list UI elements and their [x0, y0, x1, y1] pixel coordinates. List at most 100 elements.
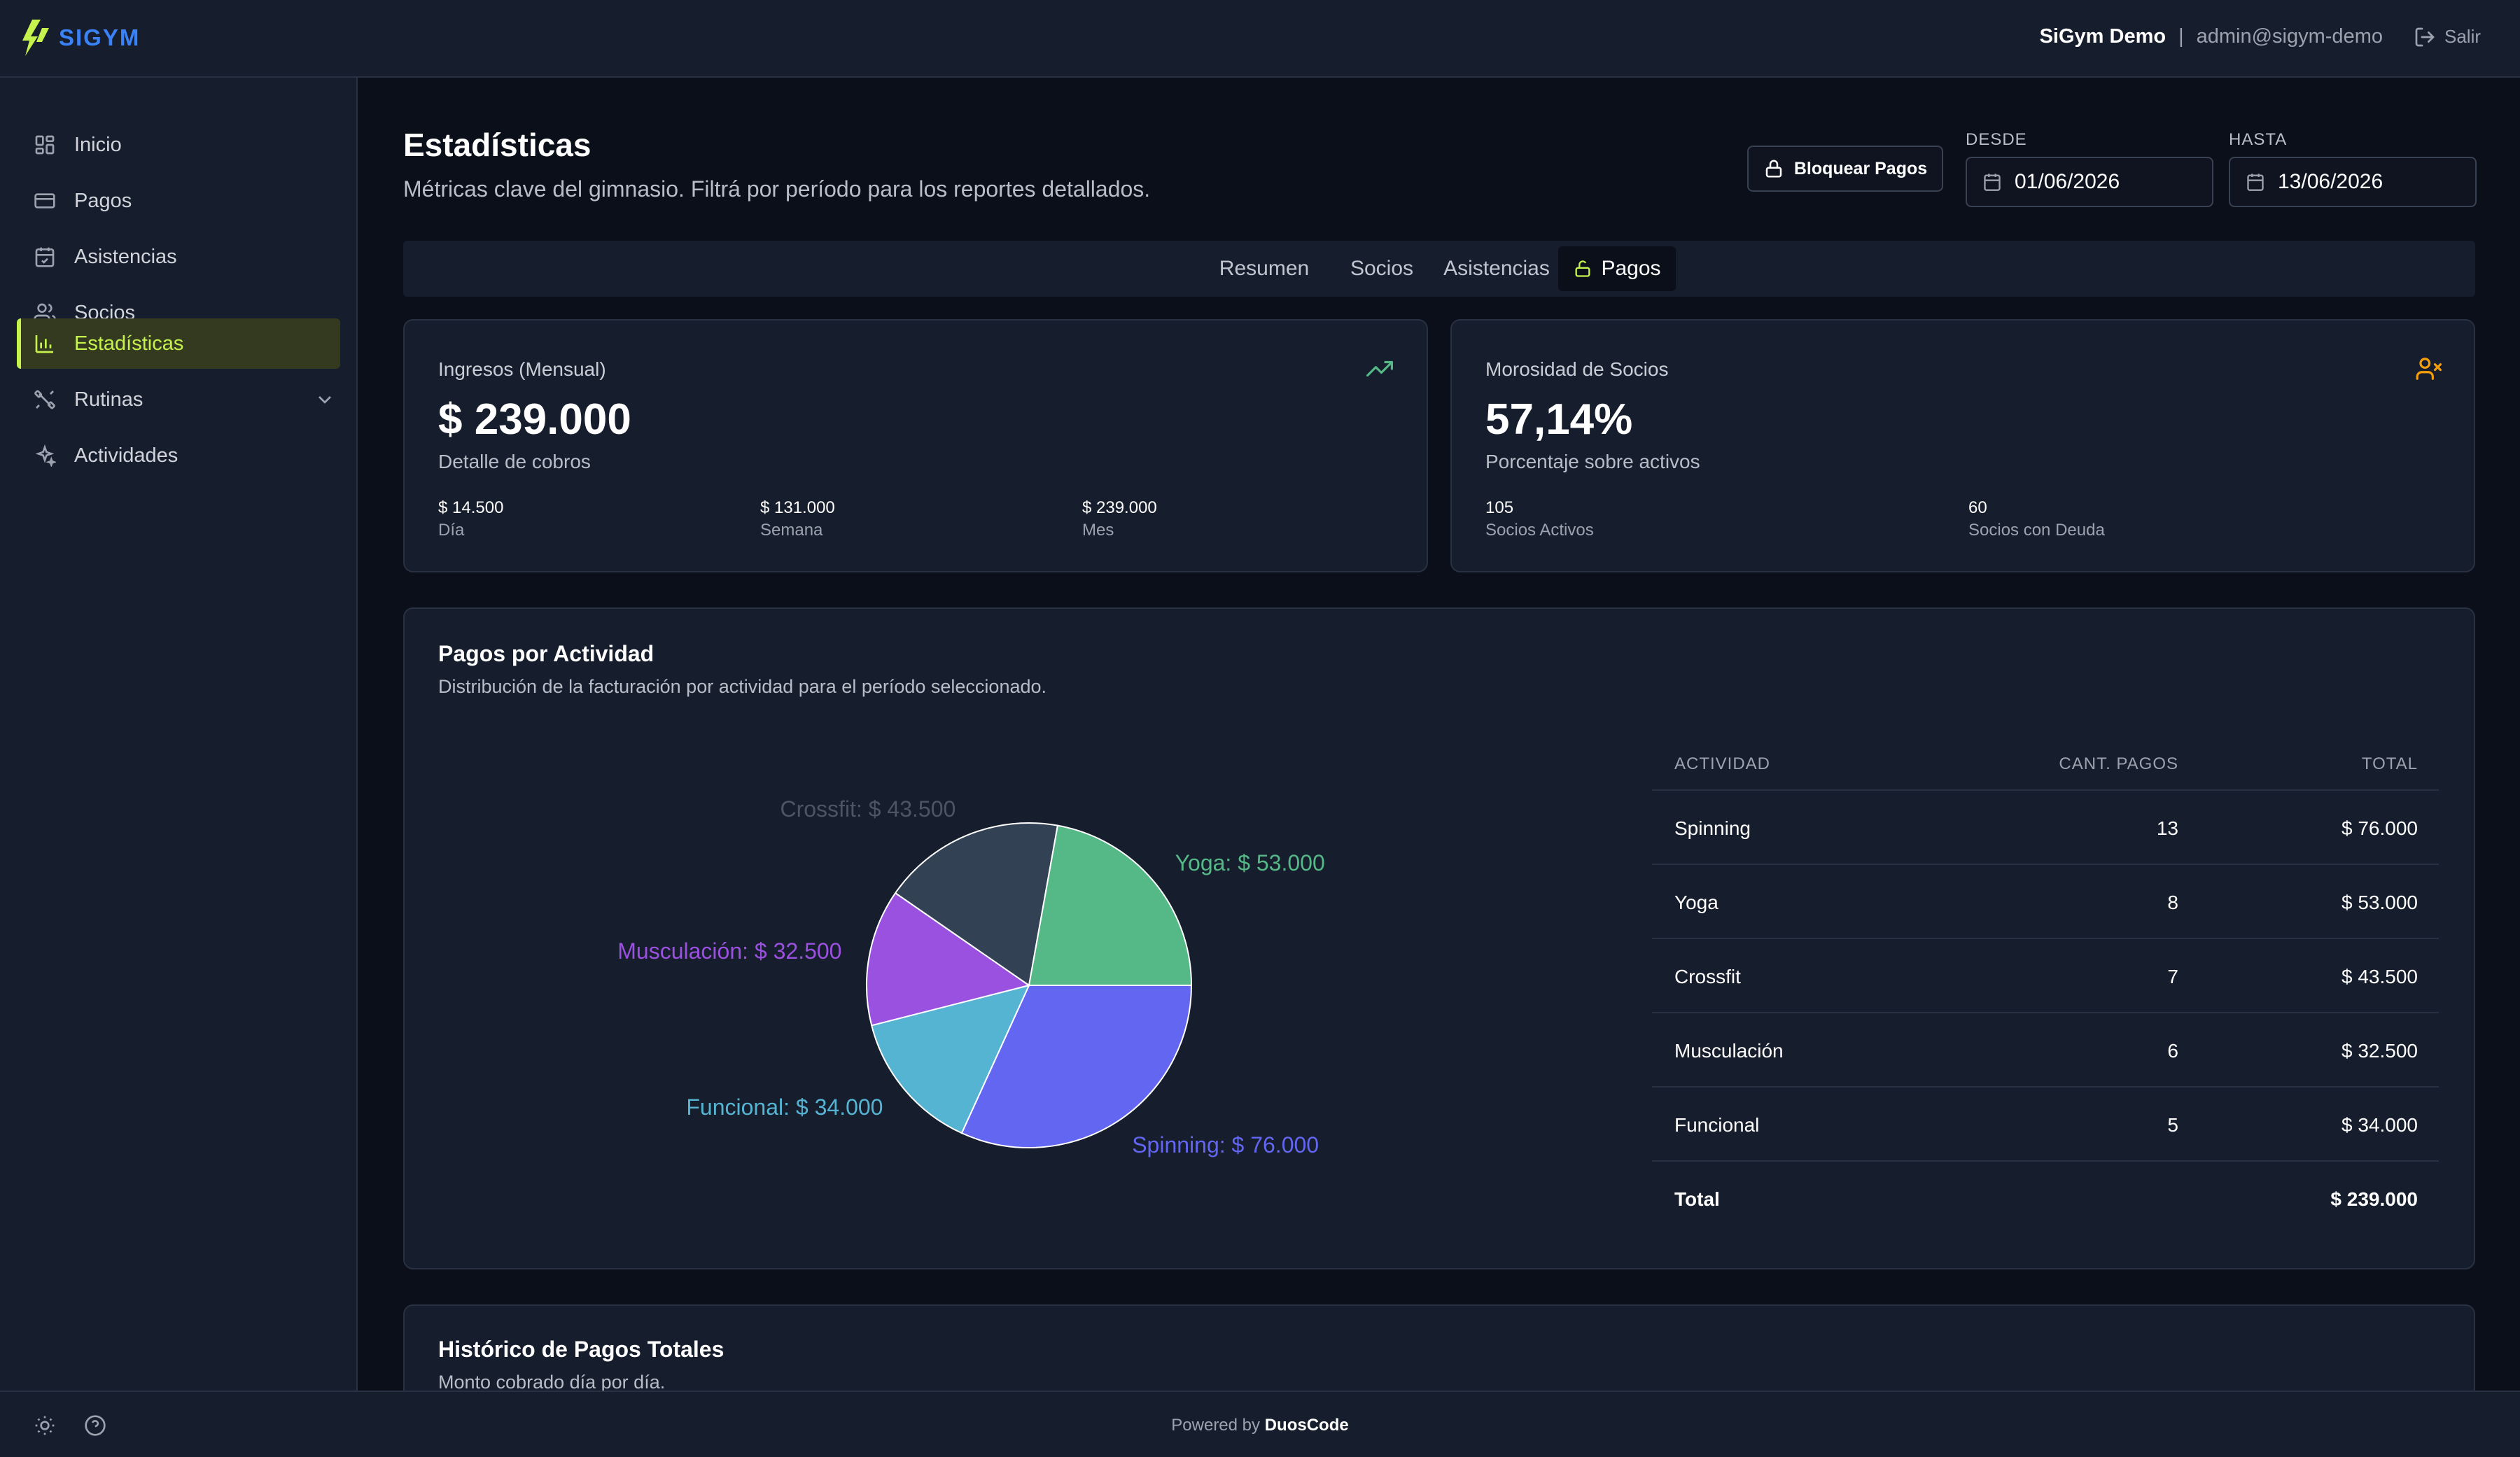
calendar-icon [1984, 174, 2001, 191]
cell-count: 13 [2156, 817, 2178, 839]
dashboard-icon [35, 135, 55, 155]
debt-members-value: 60 [1968, 498, 1987, 517]
section-subtitle: Monto cobrado día por día. [438, 1372, 666, 1393]
cell-activity: Funcional [1674, 1114, 1760, 1136]
sidebar-item-label: Estadísticas [74, 332, 184, 355]
sidebar-item-rutinas[interactable]: Rutinas [17, 374, 340, 425]
chevron-down-icon[interactable] [314, 388, 336, 411]
powered-prefix: Powered by [1171, 1416, 1261, 1435]
pie-slice-yoga[interactable] [1028, 824, 1193, 986]
user-x-icon [2416, 358, 2442, 380]
sun-icon[interactable] [34, 1414, 56, 1437]
sidebar-item-label: Rutinas [74, 388, 144, 411]
income-week-label: Semana [760, 521, 823, 540]
sidebar-item-estadisticas[interactable]: Estadísticas [17, 318, 340, 369]
column-header-count: CANT. PAGOS [2059, 754, 2178, 773]
section-subtitle: Distribución de la facturación por activ… [438, 676, 1047, 697]
logout-button[interactable]: Salir [2414, 26, 2481, 48]
cell-count: 8 [2167, 892, 2178, 913]
debt-card: Morosidad de Socios 57,14% Porcentaje so… [1450, 319, 2475, 572]
income-card: Ingresos (Mensual) $ 239.000 Detalle de … [403, 319, 1428, 572]
pie-label-crossfit: Crossfit: $ 43.500 [780, 796, 956, 822]
column-header-total: TOTAL [2361, 754, 2418, 773]
table-row: Yoga 8 $ 53.000 [1652, 865, 2439, 939]
cell-activity: Musculación [1674, 1040, 1784, 1062]
pie-slice-musculación[interactable] [866, 892, 1031, 1027]
tab-resumen[interactable]: Resumen [1210, 246, 1319, 291]
tab-pagos[interactable]: Pagos [1558, 246, 1676, 291]
sidebar-item-asistencias[interactable]: Asistencias [17, 232, 340, 282]
income-value: $ 239.000 [438, 395, 631, 444]
payments-by-activity-card: Pagos por Actividad Distribución de la f… [403, 607, 2475, 1269]
top-bar: SIGYM SiGym Demo | admin@sigym-demo Sali… [0, 0, 2520, 78]
pie-label-musculación: Musculación: $ 32.500 [617, 938, 842, 964]
powered-brand: DuosCode [1264, 1416, 1349, 1435]
sidebar-item-label: Pagos [74, 189, 132, 212]
credit-card-icon [34, 193, 55, 209]
users-icon [34, 303, 56, 321]
pie-chart [866, 822, 1193, 1148]
section-title: Pagos por Actividad [438, 641, 654, 666]
table-total-row: Total $ 239.000 [1652, 1162, 2439, 1236]
from-date-input[interactable]: 01/06/2026 [1966, 157, 2213, 207]
debt-label: Morosidad de Socios [1485, 358, 1669, 380]
pie-label-spinning: Spinning: $ 76.000 [1132, 1132, 1320, 1158]
debt-members-label: Socios con Deuda [1968, 521, 2105, 540]
app-logo[interactable]: SIGYM [21, 18, 140, 57]
pie-slice-spinning[interactable] [960, 985, 1193, 1148]
user-email: admin@sigym-demo [2196, 25, 2383, 48]
income-day-label: Día [438, 521, 465, 540]
sidebar-item-pagos[interactable]: Pagos [17, 176, 340, 226]
cell-count: 6 [2167, 1040, 2178, 1062]
powered-by: Powered by DuosCode [0, 1416, 2520, 1435]
page-subtitle: Métricas clave del gimnasio. Filtrá por … [403, 176, 1151, 202]
table-header: ACTIVIDAD CANT. PAGOS TOTAL [1652, 742, 2439, 791]
sidebar-item-label: Actividades [74, 444, 178, 467]
income-month-label: Mes [1082, 521, 1114, 540]
bolt-logo-icon [22, 20, 49, 56]
income-label: Ingresos (Mensual) [438, 358, 606, 380]
active-members-label: Socios Activos [1485, 521, 1594, 540]
sidebar-item-actividades[interactable]: Actividades [17, 430, 340, 481]
footer-bar: Powered by DuosCode [0, 1391, 2520, 1457]
sidebar-item-label: Asistencias [74, 245, 177, 268]
sidebar-item-inicio[interactable]: Inicio [17, 120, 340, 170]
tab-socios[interactable]: Socios [1333, 246, 1431, 291]
table-row: Musculación 6 $ 32.500 [1652, 1013, 2439, 1088]
to-date-input[interactable]: 13/06/2026 [2229, 157, 2477, 207]
pie-slice-funcional[interactable] [870, 984, 1030, 1134]
lock-open-icon [1575, 260, 1590, 277]
sidebar: Inicio Pagos Asistencias Socios Estadíst… [0, 78, 358, 1391]
section-title: Histórico de Pagos Totales [438, 1337, 724, 1362]
help-icon[interactable] [84, 1414, 106, 1437]
header-separator: | [2178, 25, 2184, 48]
cell-total: $ 34.000 [2342, 1114, 2418, 1136]
active-members-value: 105 [1485, 498, 1514, 517]
app-name: SIGYM [59, 24, 141, 50]
pie-label-funcional: Funcional: $ 34.000 [686, 1094, 883, 1120]
pie-chart-area: Spinning: $ 76.000 Funcional: $ 34.000 Mus… [405, 609, 1595, 1267]
to-date-value: 13/06/2026 [2278, 170, 2384, 193]
lock-payments-label: Bloquear Pagos [1793, 158, 1928, 178]
trending-up-icon [1366, 360, 1393, 377]
cell-activity: Spinning [1674, 817, 1751, 839]
tab-asistencias[interactable]: Asistencias [1432, 246, 1561, 291]
lock-payments-button[interactable]: Bloquear Pagos [1747, 146, 1943, 192]
tab-label: Pagos [1601, 257, 1661, 280]
logout-label: Salir [2444, 26, 2481, 47]
income-week-value: $ 131.000 [760, 498, 835, 517]
cell-total: $ 53.000 [2342, 892, 2418, 913]
table-row: Spinning 13 $ 76.000 [1652, 791, 2439, 865]
pie-slice-crossfit[interactable] [894, 822, 1059, 987]
org-name: SiGym Demo [2039, 25, 2166, 48]
bar-chart-icon [35, 335, 53, 353]
pie-label-yoga: Yoga: $ 53.000 [1175, 850, 1325, 875]
cell-count: 5 [2167, 1114, 2178, 1136]
cell-total: $ 32.500 [2342, 1040, 2418, 1062]
sparkles-icon [35, 444, 56, 467]
table-row: Funcional 5 $ 34.000 [1652, 1088, 2439, 1162]
column-header-activity: ACTIVIDAD [1674, 754, 1771, 773]
to-date-label: HASTA [2229, 130, 2288, 149]
cell-count: 7 [2167, 966, 2178, 987]
income-month-value: $ 239.000 [1082, 498, 1157, 517]
